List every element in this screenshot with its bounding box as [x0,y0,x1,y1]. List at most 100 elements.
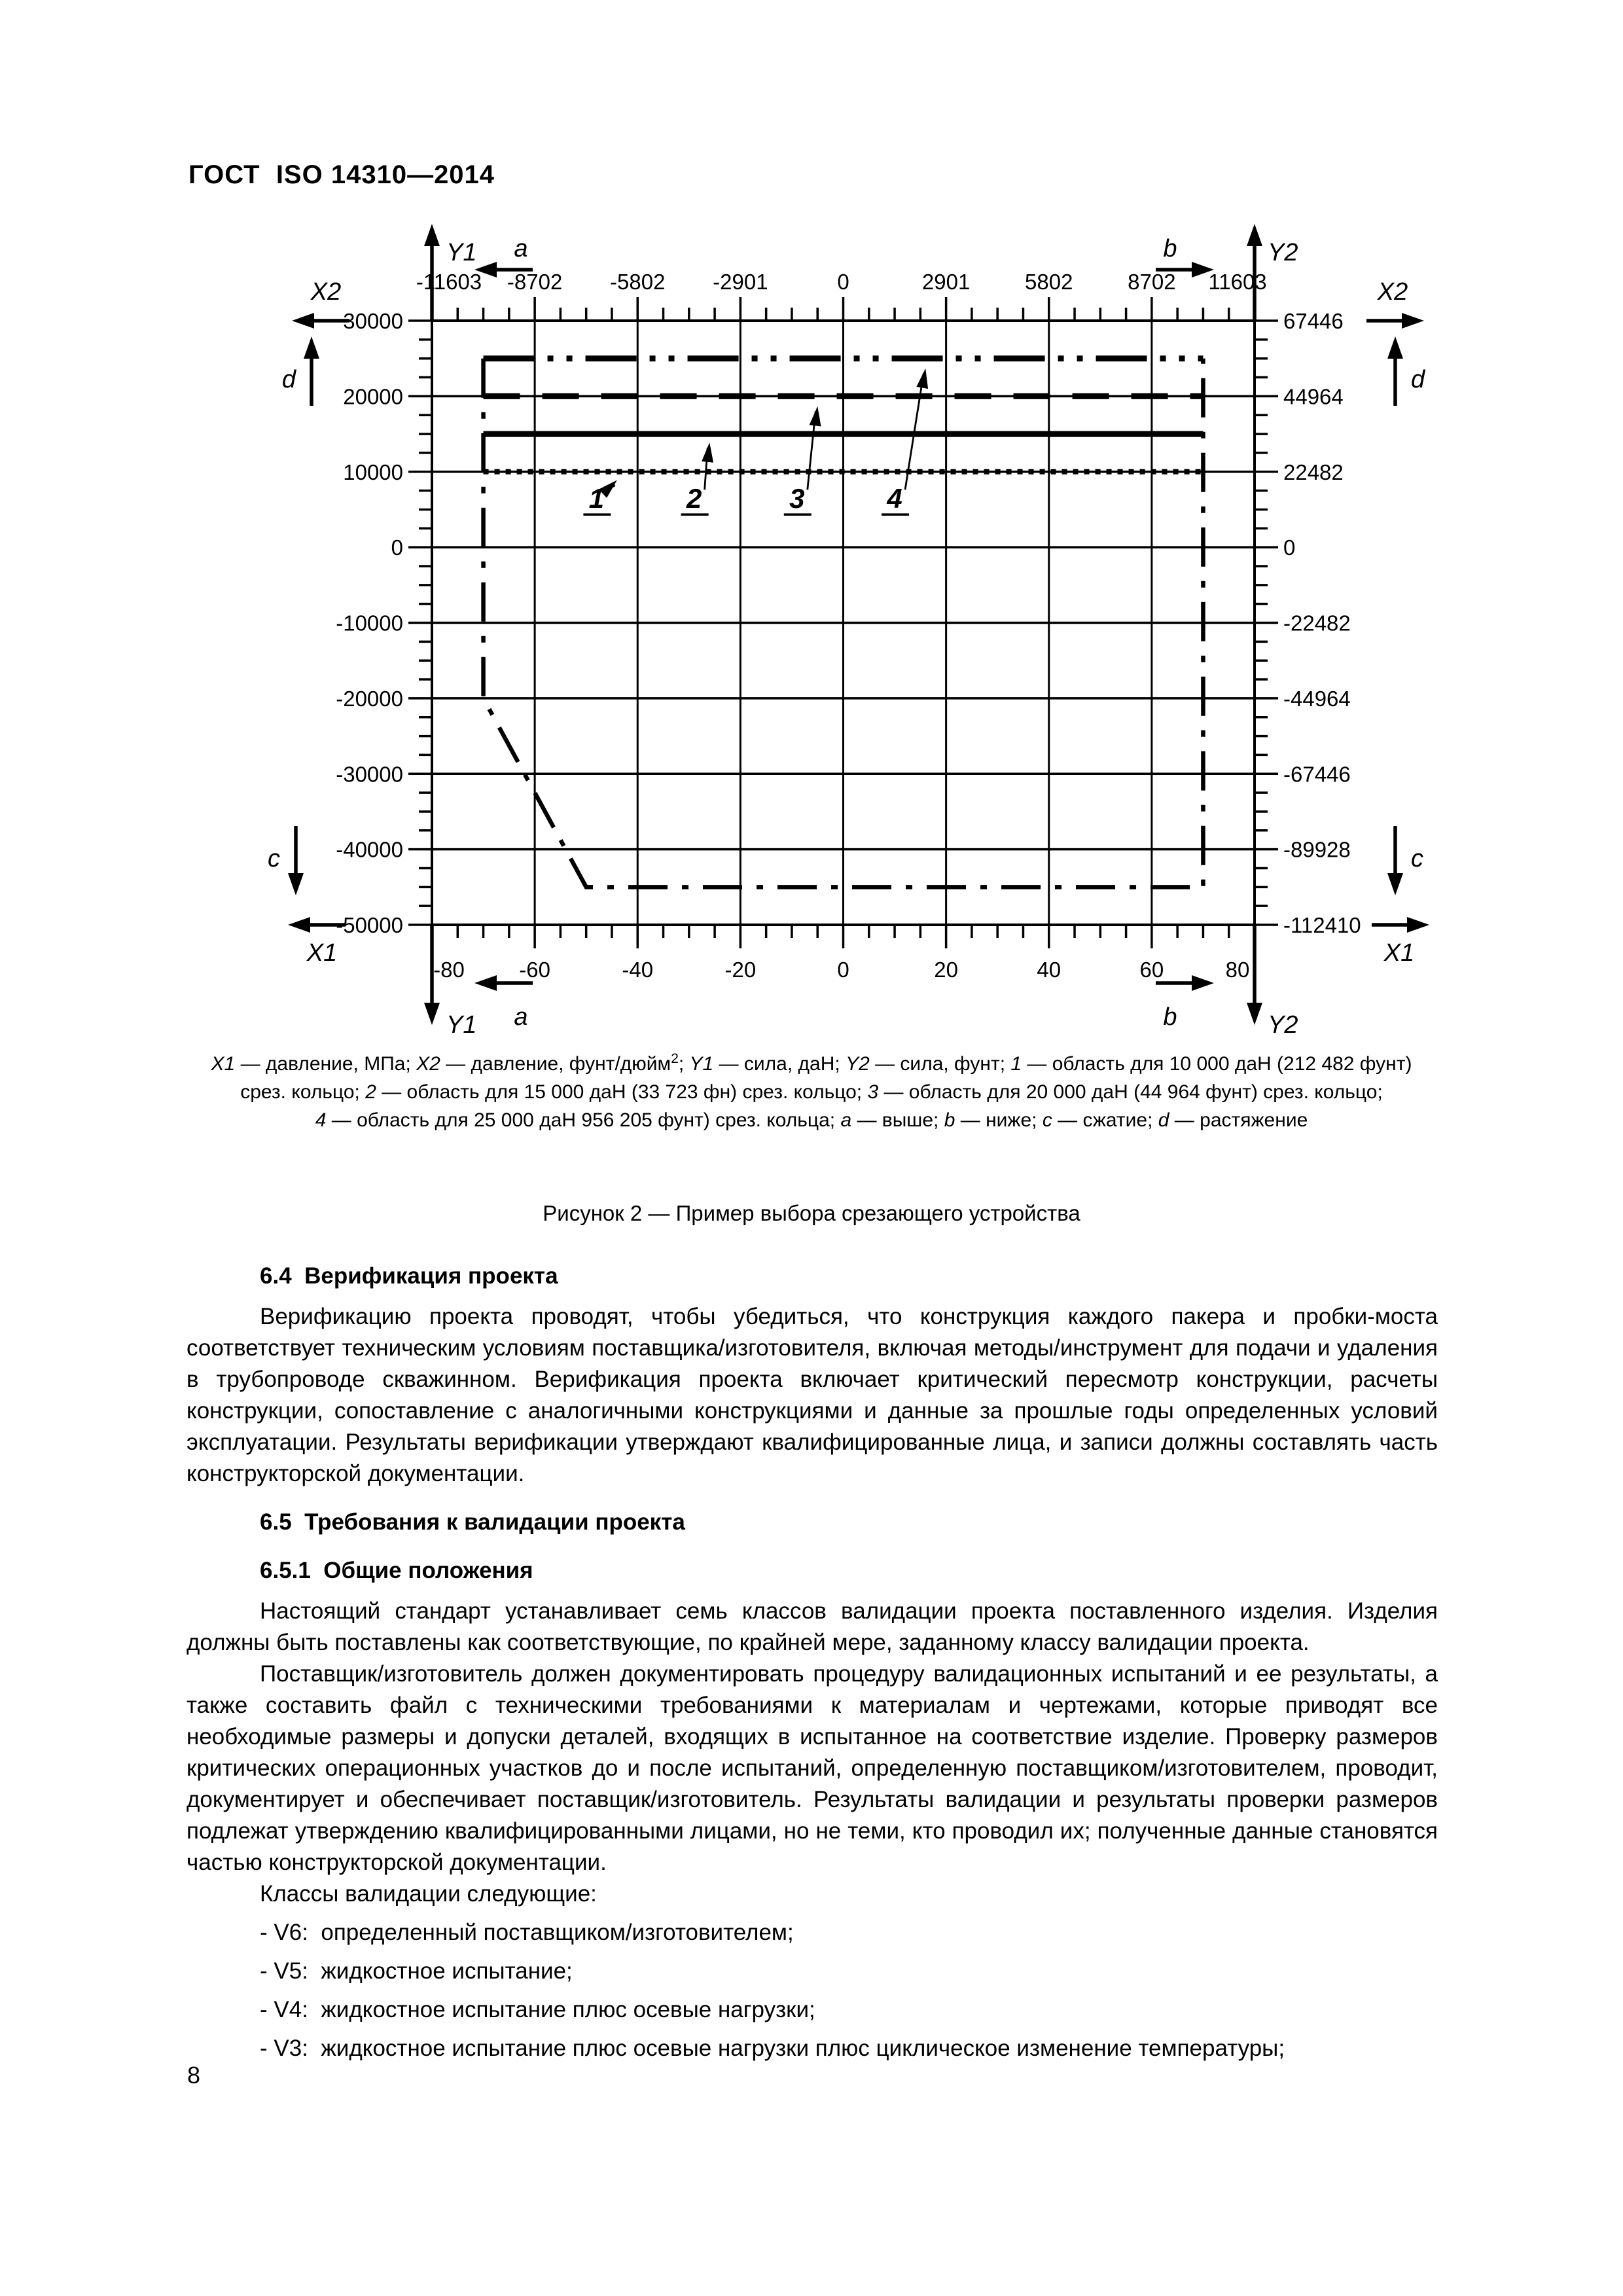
caption-text: 3 [867,1081,879,1103]
envelope-line [481,358,1205,889]
a-label-bottom: a [514,1003,527,1031]
caption-text: — сила, даН; [713,1053,846,1075]
section-heading: 6.4 Верификация проекта [260,1263,558,1289]
a-label-top: a [514,235,527,262]
y1-tick-label: -30000 [336,762,403,786]
x1-tick-label: -60 [519,958,550,982]
x2-axis-arrow-right-head [1402,313,1424,329]
y2-axis-label-bottom: Y2 [1268,1011,1298,1039]
y1-tick-label: 0 [391,535,403,560]
figure-caption: X1 — давление, МПа; X2 — давление, фунт/… [92,1045,1531,1134]
caption-text: 4 [315,1109,327,1131]
section-paragraph: Верификацию проекта проводят, чтобы убед… [187,1304,1438,1486]
y2-axis-label-top: Y2 [1268,239,1298,266]
caption-text: — растяжение [1169,1109,1308,1131]
section-paragraph: Классы валидации следующие: [260,1881,597,1907]
y2-tick-label: -22482 [1283,611,1351,636]
caption-text: 2 [365,1081,376,1103]
y2-tick-label: 22482 [1283,460,1344,484]
y1-tick-label: -40000 [336,838,403,862]
y1-tick-label: 30000 [343,309,403,333]
x2-tick-label: -2901 [713,270,768,294]
x1-tick-label: 80 [1226,958,1250,982]
x2-axis-label-right: X2 [1377,278,1408,306]
callout-arrowhead [916,368,929,389]
section-list-item: - V3: жидкостное испытание плюс осевые н… [260,2036,1285,2061]
y2-axis-arrow-top-head [1247,224,1262,246]
callout-arrowhead [702,442,714,463]
section-list-item: - V4: жидкостное испытание плюс осевые н… [260,1997,815,2022]
caption-text: — область для 20 000 даН (44 964 фунт) с… [878,1081,1383,1103]
caption-text: d [1158,1109,1169,1131]
d-arrow-left-head [304,336,319,359]
caption-text: срез. кольцо; [240,1081,366,1103]
y1-tick-label: 10000 [343,460,403,484]
x1-tick-label: -80 [433,958,465,982]
page-number: 8 [187,2062,201,2089]
x2-tick-label: 0 [837,270,849,294]
y1-axis-label-bottom: Y1 [446,1011,476,1039]
caption-text: 2 [671,1051,679,1066]
caption-text: b [944,1109,955,1131]
caption-text: — область для 10 000 даН (212 482 фунт) [1022,1053,1412,1075]
y1-tick-label: 20000 [343,384,403,408]
y2-axis-arrow-bottom-head [1247,1003,1262,1025]
x2-tick-label: 2901 [922,270,970,294]
caption-text: — область для 15 000 даН (33 723 фн) сре… [376,1081,868,1103]
d-arrow-right-head [1387,336,1403,359]
b-label-bottom: b [1163,1003,1177,1031]
x1-axis-label-right: X1 [1383,939,1414,967]
x2-tick-label: 5802 [1025,270,1073,294]
callout-leader-line [904,373,925,490]
a-arrow-bottom-head [474,975,497,991]
caption-text: Y2 [846,1053,870,1075]
caption-text: — выше; [851,1109,944,1131]
figure-title: Рисунок 2 — Пример выбора срезающего уст… [543,1201,1080,1225]
d-label-left: d [282,366,297,393]
caption-text: — ниже; [955,1109,1043,1131]
section-heading: 6.5 Требования к валидации проекта [260,1509,685,1535]
callout-label-4: 4 [886,483,902,514]
caption-text: — давление, фунт/дюйм [440,1053,671,1075]
x1-tick-label: 0 [837,958,849,982]
document-header: ГОСТ ISO 14310—2014 [188,160,495,189]
y1-axis-arrow-bottom-head [424,1003,440,1025]
caption-text: — область для 25 000 даН 956 205 фунт) с… [326,1109,841,1131]
x2-axis-arrow-left-head [292,313,314,329]
d-label-right: d [1411,366,1426,393]
caption-text: a [840,1109,852,1131]
y1-axis-label-top: Y1 [446,239,476,266]
x1-tick-label: -20 [725,958,757,982]
y2-tick-label: 44964 [1283,384,1344,408]
y2-tick-label: -89928 [1283,838,1351,862]
callout-label-2: 2 [686,483,702,514]
caption-text: — сила, фунт; [869,1053,1011,1075]
x2-tick-label: -11603 [416,270,482,294]
section-list-item: - V6: определенный поставщиком/изготовит… [260,1920,794,1945]
x1-tick-label: -40 [622,958,653,982]
callout-label-1: 1 [589,483,604,514]
body-content: 6.4 Верификация проекта Верификацию проек… [187,1244,1438,2072]
y1-axis-arrow-top-head [424,224,440,246]
c-label-right: c [1411,845,1423,872]
figure-caption-line-3: 4 — область для 25 000 даН 956 205 фунт)… [92,1106,1531,1134]
x2-tick-label: 11603 [1208,270,1266,294]
x1-tick-label: 60 [1140,958,1164,982]
x2-tick-label: -8702 [507,270,562,294]
caption-text: 1 [1010,1053,1022,1075]
b-arrow-top-head [1192,262,1214,278]
caption-text: c [1042,1109,1052,1131]
a-arrow-top-head [474,262,497,278]
x2-tick-label: 8702 [1128,270,1175,294]
x1-tick-label: 40 [1037,958,1061,982]
section-heading: 6.5.1 Общие положения [260,1558,533,1583]
c-label-left: c [268,845,280,872]
figure-caption-line-2: срез. кольцо; 2 — область для 15 000 даН… [92,1078,1531,1106]
x1-axis-label-left: X1 [306,939,337,967]
y2-tick-label: -67446 [1283,762,1351,786]
caption-text: X1 [211,1053,236,1075]
y1-tick-label: -50000 [336,913,403,937]
section-paragraph: Настоящий стандарт устанавливает семь кл… [187,1598,1438,1655]
caption-text: ; [678,1053,690,1075]
